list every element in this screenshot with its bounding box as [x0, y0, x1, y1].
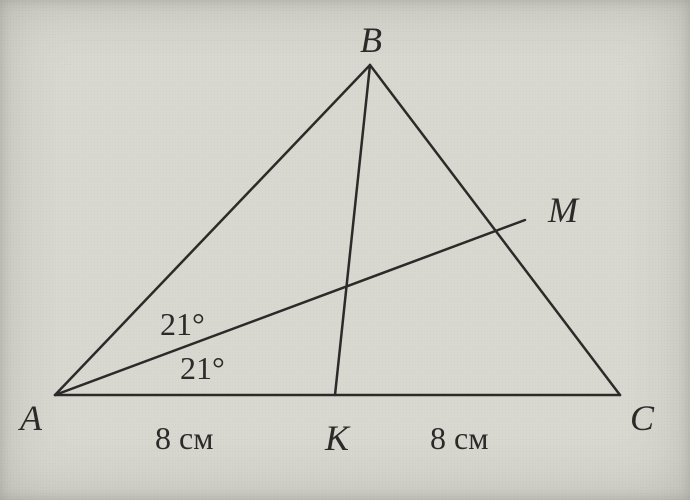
- label-C: C: [630, 400, 654, 436]
- length-label-KC: 8 см: [430, 422, 488, 454]
- angle-label-upper: 21°: [160, 308, 205, 340]
- label-A: A: [20, 400, 42, 436]
- segment-AM: [55, 220, 525, 395]
- label-K: K: [325, 420, 349, 456]
- label-B: B: [360, 22, 382, 58]
- segment-AB: [55, 65, 370, 395]
- segment-BK: [335, 65, 370, 395]
- angle-label-lower: 21°: [180, 352, 225, 384]
- label-M: M: [548, 192, 578, 228]
- diagram-lines: [55, 65, 620, 395]
- length-label-AK: 8 см: [155, 422, 213, 454]
